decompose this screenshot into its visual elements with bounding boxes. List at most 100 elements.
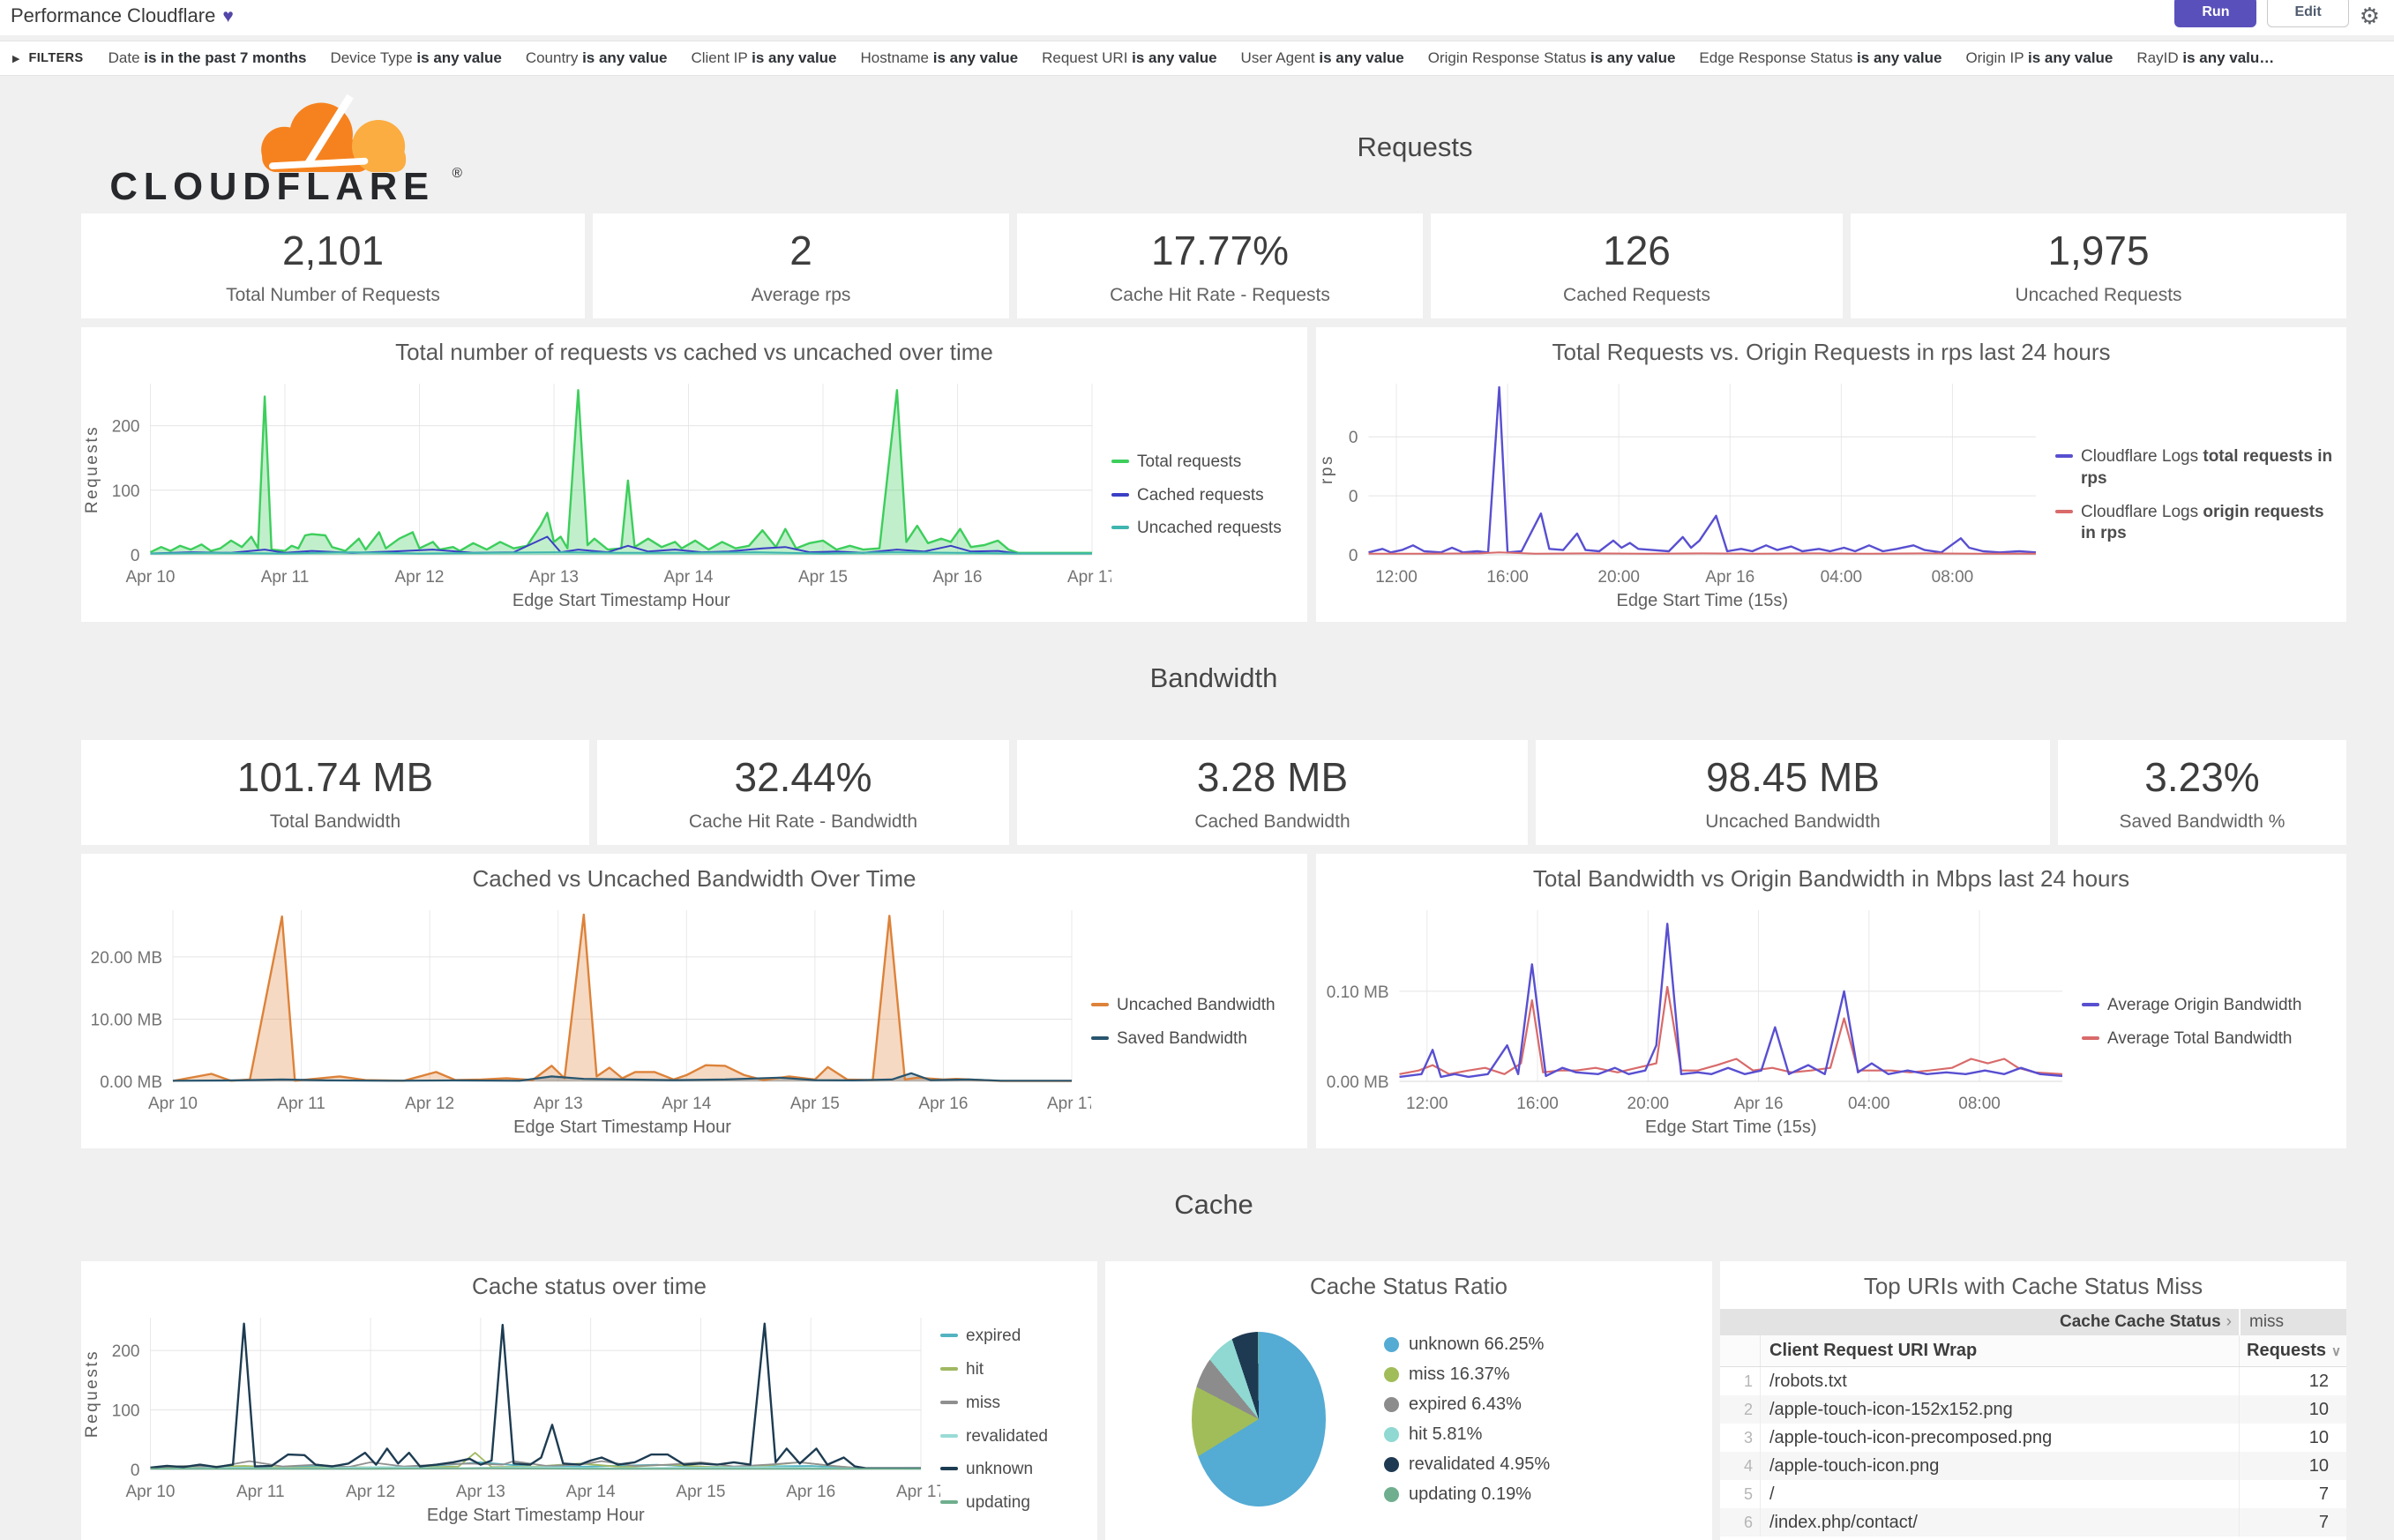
row-number: 5: [1720, 1480, 1761, 1508]
table-row[interactable]: 1/robots.txt 12: [1720, 1367, 2346, 1395]
filter-chip[interactable]: User Agent is any value: [1240, 49, 1404, 66]
cache-row: Cache status over time Apr 10 Apr 11 Apr 1…: [81, 1261, 2346, 1540]
legend-item[interactable]: miss: [940, 1393, 1090, 1415]
legend-swatch: [1091, 1035, 1109, 1040]
legend-swatch: [940, 1334, 958, 1338]
svg-text:20:00: 20:00: [1627, 1095, 1670, 1113]
svg-text:Apr 14: Apr 14: [664, 568, 714, 587]
pie-legend-item[interactable]: updating 0.19%: [1384, 1484, 1550, 1505]
kpi-tile[interactable]: 17.77% Cache Hit Rate - Requests: [1017, 213, 1423, 318]
legend-item[interactable]: expired: [940, 1326, 1090, 1348]
table-row[interactable]: 5 / 7: [1720, 1480, 2346, 1508]
kpi-tile[interactable]: 2 Average rps: [593, 213, 1009, 318]
legend-item[interactable]: hit: [940, 1359, 1090, 1381]
pie-legend-label: hit 5.81%: [1409, 1424, 1483, 1444]
requests-column-header[interactable]: Requests ∨: [2239, 1335, 2346, 1366]
row-requests: 10: [2239, 1395, 2346, 1424]
legend-item[interactable]: Cloudflare Logs origin requests in rps: [2055, 502, 2339, 545]
filter-chip[interactable]: Origin Response Status is any value: [1427, 49, 1676, 66]
pie-legend-item[interactable]: revalidated 4.95%: [1384, 1454, 1550, 1475]
legend-item[interactable]: Total requests: [1111, 452, 1300, 474]
pie-legend-item[interactable]: unknown 66.25%: [1384, 1334, 1550, 1355]
rps-last-24h-chart[interactable]: 12:00 16:00 20:00 Apr 16 04:00 08:00 0 0 0 Edge S…: [1316, 371, 2055, 620]
svg-text:Apr 15: Apr 15: [790, 1095, 840, 1113]
svg-text:100: 100: [112, 482, 140, 501]
panel-cache-status-over-time: Cache status over time Apr 10 Apr 11 Apr 1…: [81, 1261, 1097, 1540]
filter-chip[interactable]: RayID is any valu…: [2136, 49, 2275, 66]
legend-item[interactable]: Average Origin Bandwidth: [2082, 995, 2339, 1017]
kpi-tile[interactable]: 3.28 MB Cached Bandwidth: [1017, 740, 1528, 845]
bandwidth-over-time-legend: Uncached Bandwidth Saved Bandwidth: [1091, 898, 1307, 1147]
pivot-field-label[interactable]: Cache Cache Status ›: [1720, 1312, 2239, 1332]
filters-expand-icon[interactable]: ▶: [12, 53, 20, 64]
pie-body: unknown 66.25% miss 16.37% expired 6.43% hi…: [1105, 1305, 1712, 1506]
pie-legend-dot: [1384, 1336, 1399, 1352]
chart-title: Total number of requests vs cached vs un…: [395, 339, 993, 365]
bandwidth-last-24h-chart[interactable]: 12:00 16:00 20:00 Apr 16 04:00 08:00 0.00 MB 0.…: [1316, 898, 2082, 1147]
filter-chip[interactable]: Device Type is any value: [330, 49, 502, 66]
panel-requests-over-time: Total number of requests vs cached vs un…: [81, 327, 1307, 622]
kpi-tile[interactable]: 126 Cached Requests: [1431, 213, 1843, 318]
legend-label: Average Total Bandwidth: [2107, 1028, 2293, 1048]
requests-over-time-chart[interactable]: Apr 10 Apr 11 Apr 12 Apr 13 Apr 14 Apr 15 Apr …: [81, 371, 1117, 620]
section-heading-requests: Requests: [1357, 131, 1473, 162]
legend-item[interactable]: Uncached requests: [1111, 518, 1300, 540]
legend-item[interactable]: Cached requests: [1111, 485, 1300, 507]
kpi-label: Average rps: [751, 284, 851, 305]
legend-item[interactable]: Average Total Bandwidth: [2082, 1028, 2339, 1050]
kpi-row-requests: 2,101 Total Number of Requests 2 Average rp…: [81, 213, 2346, 318]
cache-status-pie-chart[interactable]: [1192, 1332, 1326, 1506]
svg-text:0: 0: [1349, 547, 1358, 565]
legend-swatch: [2082, 1035, 2099, 1040]
bandwidth-last-24h-legend: Average Origin Bandwidth Average Total Ba…: [2082, 898, 2346, 1147]
table-row[interactable]: 3/apple-touch-icon-precomposed.png 10: [1720, 1424, 2346, 1452]
filter-chip[interactable]: Date is in the past 7 months: [108, 49, 307, 66]
header-actions: Run Edit ⚙: [2174, 0, 2380, 30]
table-row[interactable]: 2/apple-touch-icon-152x152.png 10: [1720, 1395, 2346, 1424]
filter-chip[interactable]: Origin IP is any value: [1965, 49, 2113, 66]
gear-icon[interactable]: ⚙: [2359, 3, 2380, 29]
kpi-tile[interactable]: 2,101 Total Number of Requests: [81, 213, 585, 318]
pie-legend-item[interactable]: expired 6.43%: [1384, 1394, 1550, 1415]
uri-column-header[interactable]: Client Request URI Wrap: [1769, 1341, 1978, 1360]
kpi-tile[interactable]: 3.23% Saved Bandwidth %: [2058, 740, 2346, 845]
edit-button[interactable]: Edit: [2267, 0, 2349, 27]
bandwidth-charts-row: Cached vs Uncached Bandwidth Over Time A…: [81, 854, 2346, 1148]
run-button[interactable]: Run: [2174, 0, 2257, 27]
kpi-tile[interactable]: 1,975 Uncached Requests: [1851, 213, 2346, 318]
legend-label: revalidated: [966, 1426, 1048, 1446]
bandwidth-over-time-chart[interactable]: Apr 10 Apr 11 Apr 12 Apr 13 Apr 14 Apr 15 Apr …: [81, 898, 1096, 1147]
legend-item[interactable]: Cloudflare Logs total requests in rps: [2055, 446, 2339, 490]
pie-legend-item[interactable]: miss 16.37%: [1384, 1364, 1550, 1385]
table-row[interactable]: 6/index.php/contact/7: [1720, 1508, 2346, 1536]
legend-item[interactable]: unknown: [940, 1459, 1090, 1481]
svg-text:Apr 12: Apr 12: [346, 1483, 395, 1501]
kpi-tile[interactable]: 98.45 MB Uncached Bandwidth: [1536, 740, 2050, 845]
kpi-value: 17.77%: [1150, 227, 1289, 273]
legend-item[interactable]: Saved Bandwidth: [1091, 1028, 1300, 1050]
svg-text:200: 200: [112, 1342, 140, 1361]
row-number: 2: [1720, 1395, 1761, 1424]
cache-status-over-time-chart[interactable]: Apr 10 Apr 11 Apr 12 Apr 13 Apr 14 Apr 15 Apr …: [81, 1305, 946, 1535]
filter-chip[interactable]: Request URI is any value: [1042, 49, 1217, 66]
svg-text:Edge Start Timestamp Hour: Edge Start Timestamp Hour: [513, 1118, 731, 1137]
filter-chip[interactable]: Hostname is any value: [860, 49, 1019, 66]
legend-item[interactable]: Uncached Bandwidth: [1091, 995, 1300, 1017]
kpi-tile[interactable]: 32.44% Cache Hit Rate - Bandwidth: [597, 740, 1009, 845]
filter-chip[interactable]: Country is any value: [525, 49, 668, 66]
svg-text:Apr 17: Apr 17: [1067, 568, 1111, 587]
cache-status-legend: expired hit miss revalidated unknown updating: [940, 1305, 1097, 1535]
pie-legend-item[interactable]: hit 5.81%: [1384, 1424, 1550, 1445]
filter-chip[interactable]: Client IP is any value: [691, 49, 837, 66]
legend-item[interactable]: revalidated: [940, 1426, 1090, 1448]
legend-swatch: [940, 1433, 958, 1438]
kpi-tile[interactable]: 101.74 MB Total Bandwidth: [81, 740, 589, 845]
filter-chip[interactable]: Edge Response Status is any value: [1699, 49, 1942, 66]
svg-text:Apr 15: Apr 15: [676, 1483, 725, 1501]
table-row[interactable]: 4/apple-touch-icon.png 10: [1720, 1452, 2346, 1480]
row-uri: /apple-touch-icon-precomposed.png: [1769, 1427, 2053, 1447]
pie-legend-dot: [1384, 1456, 1399, 1472]
svg-text:Apr 11: Apr 11: [236, 1483, 285, 1501]
pivot-field-text: Cache Cache Status: [2059, 1312, 2221, 1331]
legend-item[interactable]: updating: [940, 1492, 1090, 1514]
